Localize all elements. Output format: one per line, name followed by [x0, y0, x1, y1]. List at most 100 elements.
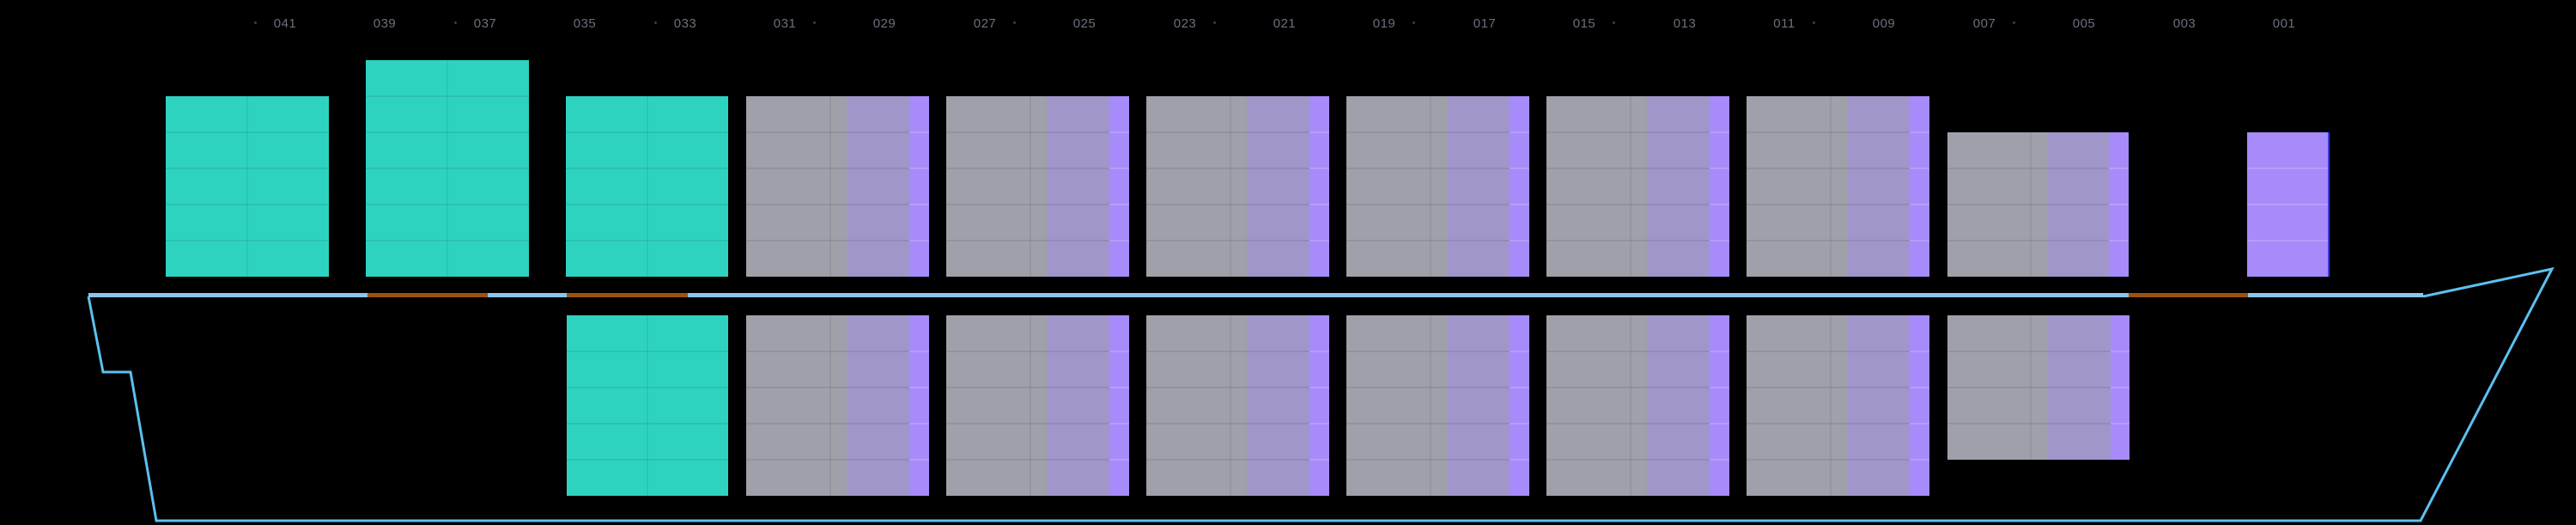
tier-separator-line — [909, 168, 929, 169]
tier-separator-line — [2109, 168, 2129, 169]
slot-group-lavender — [2047, 132, 2109, 277]
tier-separator-line — [746, 131, 909, 133]
tier-separator-line — [1146, 423, 1309, 424]
tier-separator-line — [1109, 131, 1129, 133]
tier-separator-line — [746, 351, 909, 352]
tier-separator-line — [1146, 168, 1309, 169]
bay-tick-dot — [2013, 21, 2015, 24]
in-hold-bay-block-mixed[interactable] — [1546, 315, 1729, 496]
cell-column-separator — [1030, 96, 1031, 277]
tier-separator-line — [166, 168, 329, 169]
in-hold-bay-block-mixed[interactable] — [1146, 315, 1329, 496]
slot-group-purple-strip — [1910, 96, 1929, 277]
slot-group-lavender — [1047, 315, 1109, 496]
tier-separator-line — [1109, 351, 1129, 352]
tier-separator-line — [746, 204, 909, 205]
in-hold-bay-block-teal[interactable] — [567, 315, 728, 496]
on-deck-bay-block-mixed[interactable] — [1747, 96, 1929, 277]
tier-separator-line — [909, 131, 929, 133]
slot-group-lavender — [1647, 315, 1710, 496]
tier-separator-line — [1309, 387, 1329, 388]
cell-column-separator — [1830, 315, 1832, 496]
in-hold-bay-block-mixed[interactable] — [1346, 315, 1529, 496]
hatch-cover-segment[interactable] — [368, 293, 488, 297]
tier-separator-line — [1710, 168, 1729, 169]
tier-separator-line — [1910, 240, 1929, 241]
on-deck-bay-block-purple[interactable] — [2247, 132, 2330, 277]
tier-separator-line — [1146, 387, 1309, 388]
tier-separator-line — [366, 168, 529, 169]
tier-separator-line — [1910, 168, 1929, 169]
tier-separator-line — [946, 423, 1109, 424]
bay-label: 001 — [2272, 16, 2296, 31]
on-deck-bay-block-mixed[interactable] — [1546, 96, 1729, 277]
tier-separator-line — [746, 168, 909, 169]
tier-separator-line — [1146, 240, 1309, 241]
tier-separator-line — [1510, 204, 1529, 205]
slot-group-lavender — [1847, 96, 1910, 277]
tier-separator-line — [1346, 131, 1510, 133]
slot-group-purple-strip — [1109, 96, 1129, 277]
tier-separator-line — [1109, 387, 1129, 388]
bay-label: 023 — [1173, 16, 1197, 31]
on-deck-bay-block-mixed[interactable] — [746, 96, 929, 277]
slot-group-gray — [946, 96, 1047, 277]
tier-separator-line — [2111, 351, 2129, 352]
tier-separator-line — [2111, 423, 2129, 424]
on-deck-bay-block-teal[interactable] — [166, 96, 329, 277]
on-deck-bay-block-mixed[interactable] — [1346, 96, 1529, 277]
tier-separator-line — [909, 240, 929, 241]
tier-separator-line — [1510, 351, 1529, 352]
tier-separator-line — [1546, 423, 1710, 424]
cell-column-separator — [1230, 96, 1231, 277]
tier-separator-line — [2109, 204, 2129, 205]
on-deck-bay-block-teal[interactable] — [566, 96, 728, 277]
slot-group-purple-strip — [1910, 315, 1929, 496]
bay-tick-dot — [654, 21, 657, 24]
in-hold-bay-block-mixed[interactable] — [746, 315, 929, 496]
hatch-cover-segment[interactable] — [2129, 293, 2248, 297]
tier-separator-line — [2247, 168, 2328, 169]
on-deck-bay-block-teal[interactable] — [366, 60, 529, 277]
hatch-cover-segment[interactable] — [567, 293, 688, 297]
tier-separator-line — [1546, 240, 1710, 241]
tier-separator-line — [1910, 387, 1929, 388]
slot-group-gray — [1947, 315, 2048, 460]
slot-group-purple-strip — [1710, 315, 1729, 496]
tier-separator-line — [1910, 351, 1929, 352]
cell-column-separator — [1230, 315, 1231, 496]
on-deck-bay-block-mixed[interactable] — [1146, 96, 1329, 277]
in-hold-bay-block-mixed[interactable] — [1747, 315, 1929, 496]
bay-label: 035 — [573, 16, 597, 31]
bay-label: 005 — [2072, 16, 2096, 31]
slot-group-gray — [1146, 315, 1247, 496]
on-deck-bay-block-mixed[interactable] — [946, 96, 1129, 277]
slot-group-purple-strip — [2111, 315, 2129, 460]
on-deck-bay-block-mixed[interactable] — [1947, 132, 2129, 277]
tier-separator-line — [567, 387, 728, 388]
slot-group-purple-strip — [1510, 315, 1529, 496]
tier-separator-line — [1309, 168, 1329, 169]
slot-group-purple-strip — [1510, 96, 1529, 277]
slot-group-gray — [946, 315, 1047, 496]
in-hold-bay-block-mixed[interactable] — [1947, 315, 2129, 460]
bay-label: 029 — [872, 16, 896, 31]
tier-separator-line — [1947, 168, 2109, 169]
tier-separator-line — [746, 459, 909, 461]
slot-group-purple-strip — [1710, 96, 1729, 277]
tier-separator-line — [1710, 387, 1729, 388]
slot-group-gray — [1346, 315, 1447, 496]
tier-separator-line — [1910, 423, 1929, 424]
slot-group-lavender — [847, 315, 909, 496]
tier-separator-line — [1546, 204, 1710, 205]
tier-separator-line — [566, 131, 728, 133]
in-hold-bay-block-mixed[interactable] — [946, 315, 1129, 496]
tier-separator-line — [1710, 423, 1729, 424]
tier-separator-line — [1546, 131, 1710, 133]
tier-separator-line — [366, 131, 529, 133]
tier-separator-line — [567, 423, 728, 424]
bay-tick-dot — [454, 21, 457, 24]
tier-separator-line — [366, 204, 529, 205]
